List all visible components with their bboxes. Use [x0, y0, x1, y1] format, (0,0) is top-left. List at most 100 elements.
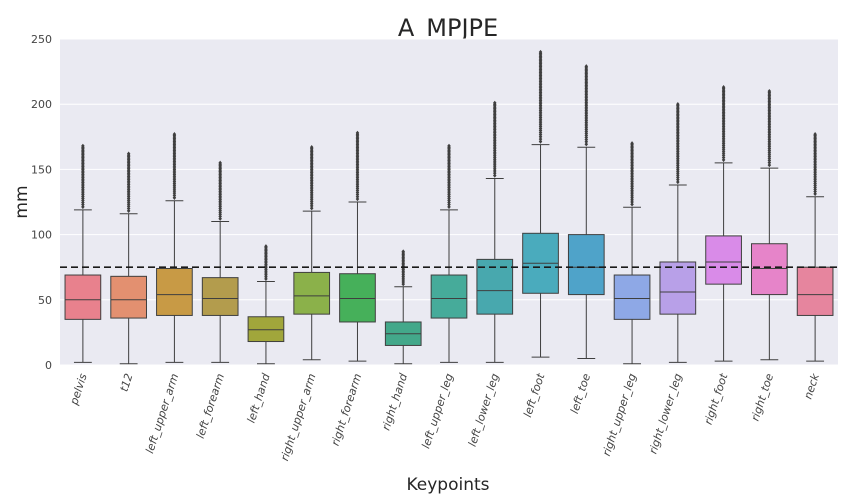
x-tick-label: neck: [802, 371, 823, 400]
outlier-point: [309, 145, 314, 150]
box-neck: [796, 131, 834, 362]
box-iqr: [659, 261, 697, 315]
box-iqr: [110, 275, 147, 319]
outlier-point: [721, 85, 726, 90]
box-iqr: [705, 235, 742, 285]
outlier-point: [538, 136, 543, 142]
outlier-point: [126, 151, 131, 156]
box-iqr: [293, 271, 331, 315]
box-right-toe: [751, 88, 788, 361]
outlier-point: [81, 204, 85, 210]
box-left-hand: [247, 244, 285, 365]
box-iqr: [156, 268, 193, 316]
box-right-upper-leg: [613, 141, 651, 365]
y-axis-ticks: 0 50 100 150 200 250: [31, 33, 52, 372]
x-tick-label: right_foot: [702, 371, 731, 426]
outlier-point: [676, 102, 680, 107]
x-axis-label: Keypoints: [406, 475, 489, 495]
y-tick-label: 50: [38, 294, 52, 307]
outlier-point: [355, 130, 360, 136]
outlier-point: [584, 139, 589, 145]
outliers: [218, 160, 222, 221]
box-left-toe: [567, 64, 605, 359]
box-left-upper-arm: [156, 131, 193, 363]
outliers: [630, 141, 634, 207]
y-tick-label: 250: [31, 33, 52, 46]
outlier-point: [218, 160, 222, 166]
outlier-point: [813, 191, 817, 197]
outlier-point: [309, 206, 314, 211]
outliers: [676, 102, 680, 185]
box-pelvis: [64, 143, 102, 363]
outliers: [172, 131, 177, 200]
outliers: [813, 131, 817, 197]
x-tick-label: right_lower_leg: [646, 372, 684, 456]
outliers: [81, 143, 85, 210]
outlier-point: [493, 100, 497, 106]
x-tick-label: left_lower_leg: [466, 372, 502, 448]
y-tick-label: 200: [31, 98, 52, 111]
box-t12: [110, 151, 147, 365]
outlier-point: [264, 244, 268, 249]
x-tick-label: t12: [117, 372, 135, 393]
outlier-point: [538, 49, 543, 55]
box-iqr: [247, 316, 285, 343]
outlier-point: [584, 142, 589, 147]
outlier-point: [355, 196, 360, 202]
outliers: [584, 64, 589, 147]
y-tick-label: 150: [31, 163, 52, 176]
x-tick-label: right_toe: [749, 372, 777, 423]
box-iqr: [64, 274, 102, 320]
x-tick-label: right_upper_arm: [278, 372, 319, 463]
outlier-point: [493, 170, 497, 176]
outlier-point: [538, 139, 543, 144]
outliers: [538, 49, 543, 144]
box-iqr: [201, 277, 239, 316]
x-tick-label: right_upper_leg: [600, 372, 639, 458]
outlier-point: [813, 131, 817, 137]
box-left-foot: [522, 49, 559, 358]
x-tick-label: right_forearm: [329, 372, 365, 448]
box-iqr: [339, 273, 376, 323]
box-right-foot: [705, 85, 742, 362]
box-right-upper-arm: [293, 145, 331, 361]
outlier-point: [447, 204, 451, 210]
outlier-point: [676, 177, 680, 182]
x-tick-label: left_hand: [245, 371, 273, 425]
outlier-point: [401, 249, 405, 254]
outliers: [721, 85, 726, 163]
box-left-forearm: [201, 160, 239, 363]
outlier-point: [126, 208, 131, 214]
outlier-point: [721, 157, 726, 163]
box-right-lower-leg: [659, 102, 697, 363]
outlier-point: [81, 143, 85, 149]
x-tick-label: left_upper_arm: [143, 372, 181, 455]
x-tick-label: left_foot: [521, 371, 548, 419]
outlier-point: [172, 131, 177, 137]
y-axis-label: mm: [12, 185, 32, 218]
outlier-point: [172, 195, 177, 200]
x-tick-label: left_forearm: [194, 372, 227, 440]
outliers: [447, 143, 451, 210]
box-iqr: [476, 258, 514, 315]
x-axis-ticks: pelvis t12 left_upper_arm left_forearm left_…: [67, 371, 822, 463]
outliers: [493, 100, 497, 178]
outlier-point: [767, 162, 772, 168]
x-tick-label: left_toe: [568, 372, 593, 416]
y-tick-label: 100: [31, 229, 52, 242]
box-iqr: [751, 243, 788, 296]
outlier-point: [447, 143, 451, 149]
outlier-point: [676, 179, 680, 185]
outlier-point: [218, 216, 222, 221]
outliers: [309, 145, 314, 211]
outlier-point: [721, 155, 726, 160]
box-iqr: [613, 274, 651, 320]
box-right-forearm: [339, 130, 376, 362]
x-tick-label: left_upper_leg: [419, 372, 455, 450]
box-left-lower-leg: [476, 100, 514, 363]
outliers: [767, 88, 772, 168]
outlier-point: [493, 173, 497, 178]
box-iqr: [567, 234, 605, 296]
x-tick-label: pelvis: [67, 372, 90, 408]
outlier-point: [584, 64, 589, 69]
